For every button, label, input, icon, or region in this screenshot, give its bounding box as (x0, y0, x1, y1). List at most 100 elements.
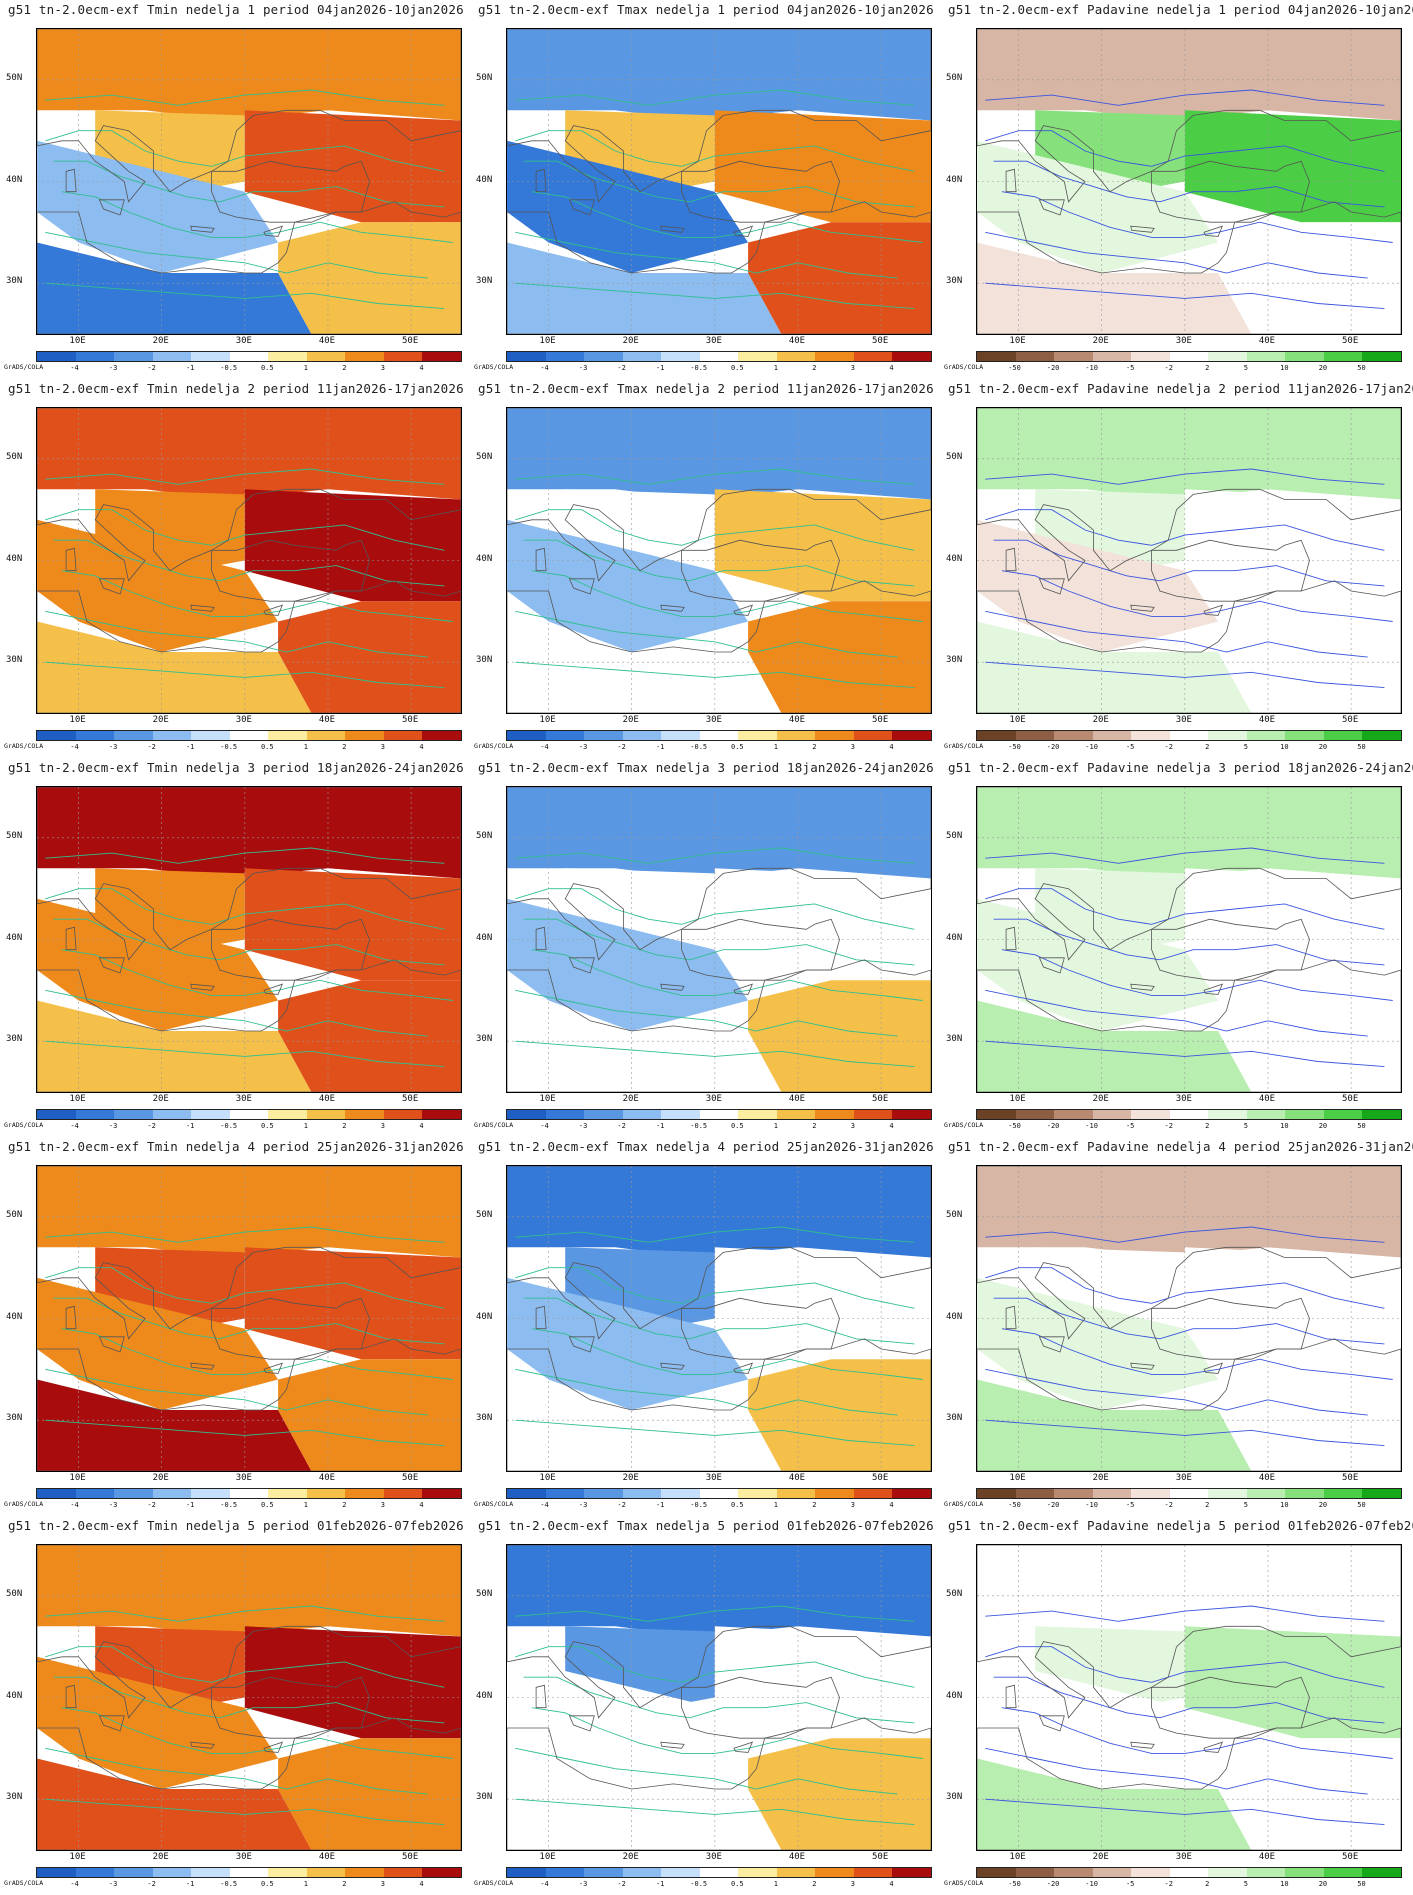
colorbar (36, 1109, 462, 1120)
contour-line (985, 989, 1368, 1037)
colorbar-swatch (1246, 731, 1286, 740)
colorbar-swatch (1015, 731, 1055, 740)
colorbar-swatch (1015, 352, 1055, 361)
latitude-label: 30N (6, 1034, 23, 1045)
colorbar-tick-label: 10 (1280, 364, 1289, 372)
colorbar-tick-label: -3 (108, 743, 118, 751)
longitude-label: 20E (622, 1852, 639, 1862)
grads-credit: GrADS/COLA (474, 1500, 514, 1508)
colorbar-swatch (422, 352, 462, 361)
longitude-label: 10E (539, 715, 556, 725)
panel-title: g51 tn-2.0ecm-exf Tmax nedelja 3 period … (478, 760, 934, 775)
longitude-label: 10E (1009, 1094, 1026, 1104)
coastline (535, 1305, 547, 1330)
coastline (977, 201, 1401, 334)
colorbar-swatch (545, 1110, 585, 1119)
longitude-label: 20E (152, 1473, 169, 1483)
anomaly-region (507, 1000, 782, 1092)
colorbar-swatch (738, 1489, 777, 1498)
longitude-label: 20E (1092, 1094, 1109, 1104)
map-frame (506, 28, 932, 335)
longitude-label: 30E (1175, 1094, 1192, 1104)
coastline (1130, 604, 1155, 612)
longitude-label: 10E (69, 1473, 86, 1483)
anomaly-region (714, 110, 931, 223)
map-frame (506, 1165, 932, 1472)
latitude-label: 30N (946, 1792, 963, 1803)
latitude-label: 50N (476, 1588, 493, 1599)
contour-line (985, 1419, 1385, 1447)
colorbar-swatch (229, 1110, 269, 1119)
latitude-label: 40N (476, 174, 493, 185)
colorbar (506, 730, 932, 741)
colorbar-swatch (1054, 1110, 1093, 1119)
prec-panel-week-4: g51 tn-2.0ecm-exf Padavine nedelja 4 per… (940, 1137, 1413, 1516)
coastline (1038, 199, 1065, 216)
colorbar-swatch (545, 731, 585, 740)
colorbar-tick-label: -2 (617, 1122, 626, 1130)
coastline (190, 225, 215, 233)
longitude-label: 40E (318, 1852, 336, 1862)
colorbar-tick-label: 2 (812, 1122, 817, 1130)
longitude-label: 40E (788, 1473, 806, 1483)
colorbar-swatch (584, 731, 623, 740)
colorbar-swatch (191, 352, 230, 361)
coastline (507, 1717, 931, 1850)
contour-line (985, 1605, 1385, 1622)
colorbar-tick-label: 1 (773, 743, 778, 751)
colorbar-swatch (383, 731, 423, 740)
colorbar-swatch (622, 731, 662, 740)
contour-line (45, 282, 445, 310)
colorbar-tick-label: -5 (1125, 1880, 1135, 1888)
coastline (660, 983, 685, 991)
contour-line (985, 89, 1385, 106)
coastline (65, 1305, 77, 1330)
coastline (568, 199, 595, 216)
colorbar-swatch (37, 352, 76, 361)
grads-credit: GrADS/COLA (4, 1879, 44, 1887)
contour-line (45, 661, 445, 689)
coastline (65, 1684, 77, 1709)
longitude-label: 50E (871, 1852, 889, 1862)
colorbar-tick-label: -1 (185, 1880, 195, 1888)
anomaly-region (507, 898, 749, 1031)
colorbar-swatch (738, 1110, 777, 1119)
anomaly-region (278, 601, 461, 713)
contour-line (515, 610, 898, 658)
latitude-label: 50N (6, 451, 23, 462)
longitude-label: 40E (318, 1473, 336, 1483)
panel-title: g51 tn-2.0ecm-exf Tmin nedelja 3 period … (8, 760, 464, 775)
contour-line (45, 468, 445, 485)
latitude-label: 30N (476, 1792, 493, 1803)
anomaly-region (507, 1166, 931, 1258)
coastline (1130, 1362, 1155, 1370)
colorbar-tick-label: -4 (540, 1880, 549, 1888)
colorbar-tick-label: -1 (655, 1880, 665, 1888)
colorbar-tick-label: 2 (812, 743, 817, 751)
colorbar-swatch (1362, 1868, 1402, 1877)
contour-line (985, 1798, 1385, 1826)
coastline (37, 408, 461, 582)
colorbar-tick-label: 4 (419, 364, 424, 372)
colorbar-swatch (75, 1489, 115, 1498)
contour-line (45, 89, 445, 106)
contour-line (61, 1328, 453, 1380)
contour-line (45, 1368, 428, 1416)
colorbar-swatch (1323, 731, 1363, 740)
tmax-anomaly-map (507, 787, 931, 1092)
contour-line (45, 989, 428, 1037)
colorbar-tick-label: 5 (1243, 364, 1248, 372)
coastline (507, 787, 931, 961)
colorbar-swatch (1015, 1489, 1055, 1498)
longitude-label: 10E (69, 1094, 86, 1104)
colorbar-swatch (152, 352, 192, 361)
anomaly-region (977, 1166, 1401, 1258)
colorbar-swatch (1054, 1868, 1093, 1877)
colorbar-swatch (776, 1110, 816, 1119)
coastline (211, 539, 370, 602)
colorbar-swatch (383, 1110, 423, 1119)
colorbar-swatch (114, 1868, 153, 1877)
prec-panel-week-5: g51 tn-2.0ecm-exf Padavine nedelja 5 per… (940, 1516, 1413, 1895)
contour-line (531, 191, 923, 243)
colorbar-tick-label: -0.5 (220, 1122, 238, 1130)
